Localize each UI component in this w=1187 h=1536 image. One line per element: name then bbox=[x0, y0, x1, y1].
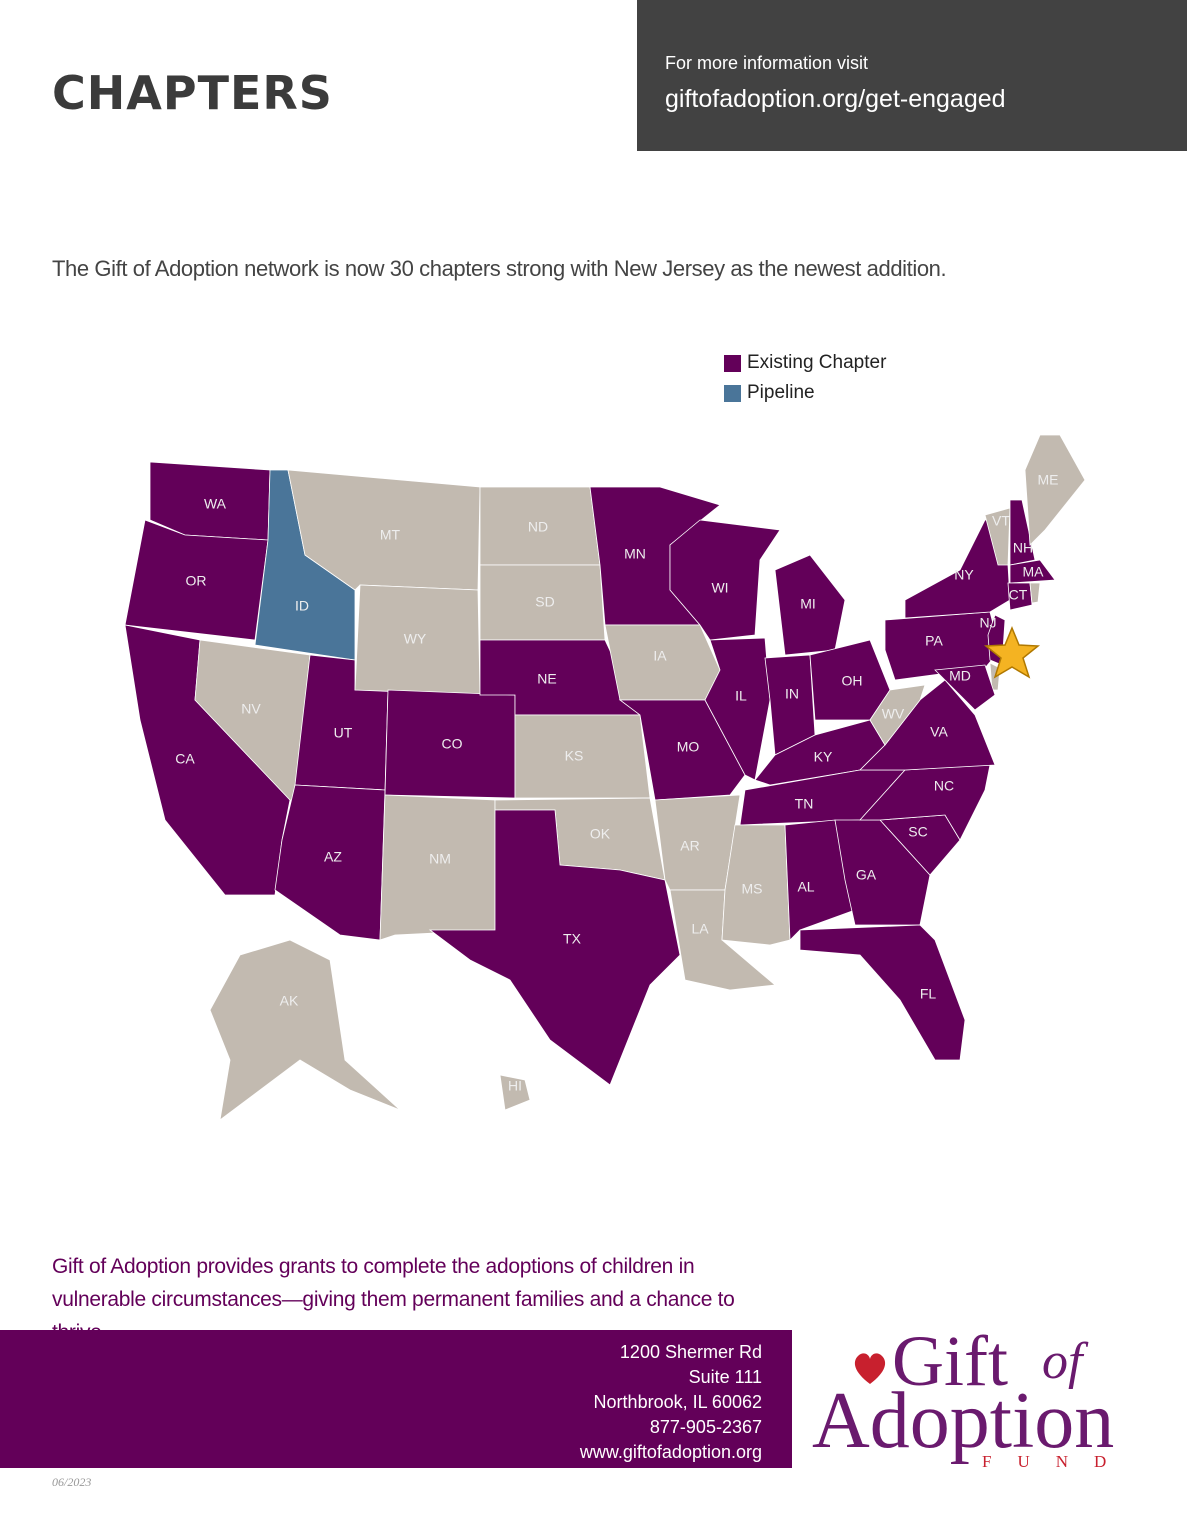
state bbox=[704, 637, 771, 781]
legend: Existing Chapter Pipeline bbox=[724, 348, 886, 408]
state-label: AK bbox=[280, 993, 299, 1009]
address-line: 1200 Shermer Rd bbox=[619, 1342, 762, 1362]
state-label: KS bbox=[565, 748, 584, 764]
legend-item: Existing Chapter bbox=[724, 348, 886, 378]
address-line: 877-905-2367 bbox=[649, 1417, 762, 1437]
state-label: SC bbox=[908, 824, 927, 840]
state-label: NC bbox=[934, 778, 954, 794]
state bbox=[799, 924, 966, 1061]
logo-word: of bbox=[1042, 1333, 1083, 1390]
address: 1200 Shermer Rd Suite 111 Northbrook, IL 6… bbox=[580, 1340, 762, 1465]
state bbox=[1007, 582, 1033, 611]
footer-band: 1200 Shermer Rd Suite 111 Northbrook, IL 6… bbox=[0, 1330, 792, 1468]
legend-item: Pipeline bbox=[724, 378, 886, 408]
us-map: WA OR CA ID NV UT AZ MT WY CO NM ND SD NE KS OK TX MN IA MO… bbox=[124, 434, 1086, 1121]
state-label: OR bbox=[186, 573, 207, 589]
state-label: WI bbox=[711, 580, 728, 596]
date: 06/2023 bbox=[52, 1475, 92, 1489]
state-label: NE bbox=[537, 671, 556, 687]
state-label: SD bbox=[535, 594, 554, 610]
state-label: MO bbox=[677, 739, 700, 755]
state-label: AZ bbox=[324, 849, 342, 865]
logo-heart bbox=[854, 1353, 886, 1384]
logo-fund: FUND bbox=[982, 1452, 1133, 1471]
state-label: WV bbox=[882, 706, 905, 722]
state-label: ME bbox=[1038, 472, 1059, 488]
info-url[interactable]: giftofadoption.org/get-engaged bbox=[665, 85, 1006, 113]
state-label: KY bbox=[814, 749, 833, 765]
state-label: ND bbox=[528, 519, 548, 535]
state-label: OK bbox=[590, 826, 611, 842]
state-label: NH bbox=[1013, 540, 1033, 556]
state-label: UT bbox=[334, 725, 353, 741]
state bbox=[379, 794, 496, 941]
state-label: ID bbox=[295, 598, 309, 614]
state bbox=[774, 554, 846, 656]
state bbox=[1024, 434, 1086, 546]
state-label: HI bbox=[508, 1078, 522, 1094]
state bbox=[209, 939, 401, 1121]
state bbox=[934, 664, 996, 711]
state-label: VT bbox=[992, 513, 1010, 529]
state-label: CO bbox=[442, 736, 463, 752]
legend-swatch bbox=[724, 354, 741, 372]
state-label: WA bbox=[204, 496, 227, 512]
address-line: www.giftofadoption.org bbox=[579, 1442, 762, 1462]
state-label: PA bbox=[925, 633, 943, 649]
state bbox=[428, 809, 681, 1086]
state bbox=[869, 684, 926, 746]
logo-word: Gift bbox=[892, 1321, 1008, 1401]
legend-label: Pipeline bbox=[747, 382, 815, 403]
state-label: IL bbox=[735, 688, 747, 704]
state bbox=[984, 507, 1011, 566]
state bbox=[1009, 499, 1036, 566]
state-label: OH bbox=[842, 673, 863, 689]
state bbox=[669, 519, 781, 641]
state-label: NY bbox=[954, 567, 974, 583]
page-title: CHAPTERS bbox=[52, 66, 333, 120]
address-line: Northbrook, IL 60062 bbox=[593, 1392, 762, 1412]
state-label: IA bbox=[653, 648, 667, 664]
legend-swatch bbox=[724, 384, 741, 402]
state-label: MA bbox=[1023, 564, 1045, 580]
info-label: For more information visit bbox=[665, 53, 869, 73]
state-label: CA bbox=[175, 751, 195, 767]
state-label: MN bbox=[624, 546, 646, 562]
state bbox=[784, 819, 856, 941]
state-label: MI bbox=[800, 596, 816, 612]
state-label: TX bbox=[563, 931, 582, 947]
logo-word: Adoption bbox=[812, 1377, 1115, 1465]
newest-star bbox=[983, 626, 1041, 679]
state-label: AL bbox=[797, 879, 814, 895]
state-label: NV bbox=[241, 701, 261, 717]
legend-label: Existing Chapter bbox=[747, 352, 887, 373]
state-label: NJ bbox=[979, 615, 996, 631]
state-label: MT bbox=[380, 527, 401, 543]
state-label: CT bbox=[1009, 587, 1028, 603]
state-label: WY bbox=[404, 631, 427, 647]
state-label: TN bbox=[795, 796, 814, 812]
state-label: VA bbox=[930, 724, 948, 740]
address-line: Suite 111 bbox=[688, 1367, 762, 1387]
state bbox=[1009, 559, 1056, 584]
intro-text: The Gift of Adoption network is now 30 c… bbox=[52, 256, 947, 281]
state-label: FL bbox=[920, 986, 937, 1002]
state-label: LA bbox=[691, 921, 709, 937]
logo: Gift of Adoption FUND bbox=[812, 1318, 1152, 1478]
state-label: IN bbox=[785, 686, 799, 702]
state-label: MS bbox=[742, 881, 763, 897]
state-label: NM bbox=[429, 851, 451, 867]
state-label: MD bbox=[949, 668, 971, 684]
state bbox=[499, 1074, 531, 1111]
state-label: AR bbox=[680, 838, 699, 854]
info-box: For more information visit giftofadoptio… bbox=[637, 0, 1187, 151]
state bbox=[1029, 582, 1041, 604]
state-label: GA bbox=[856, 867, 877, 883]
